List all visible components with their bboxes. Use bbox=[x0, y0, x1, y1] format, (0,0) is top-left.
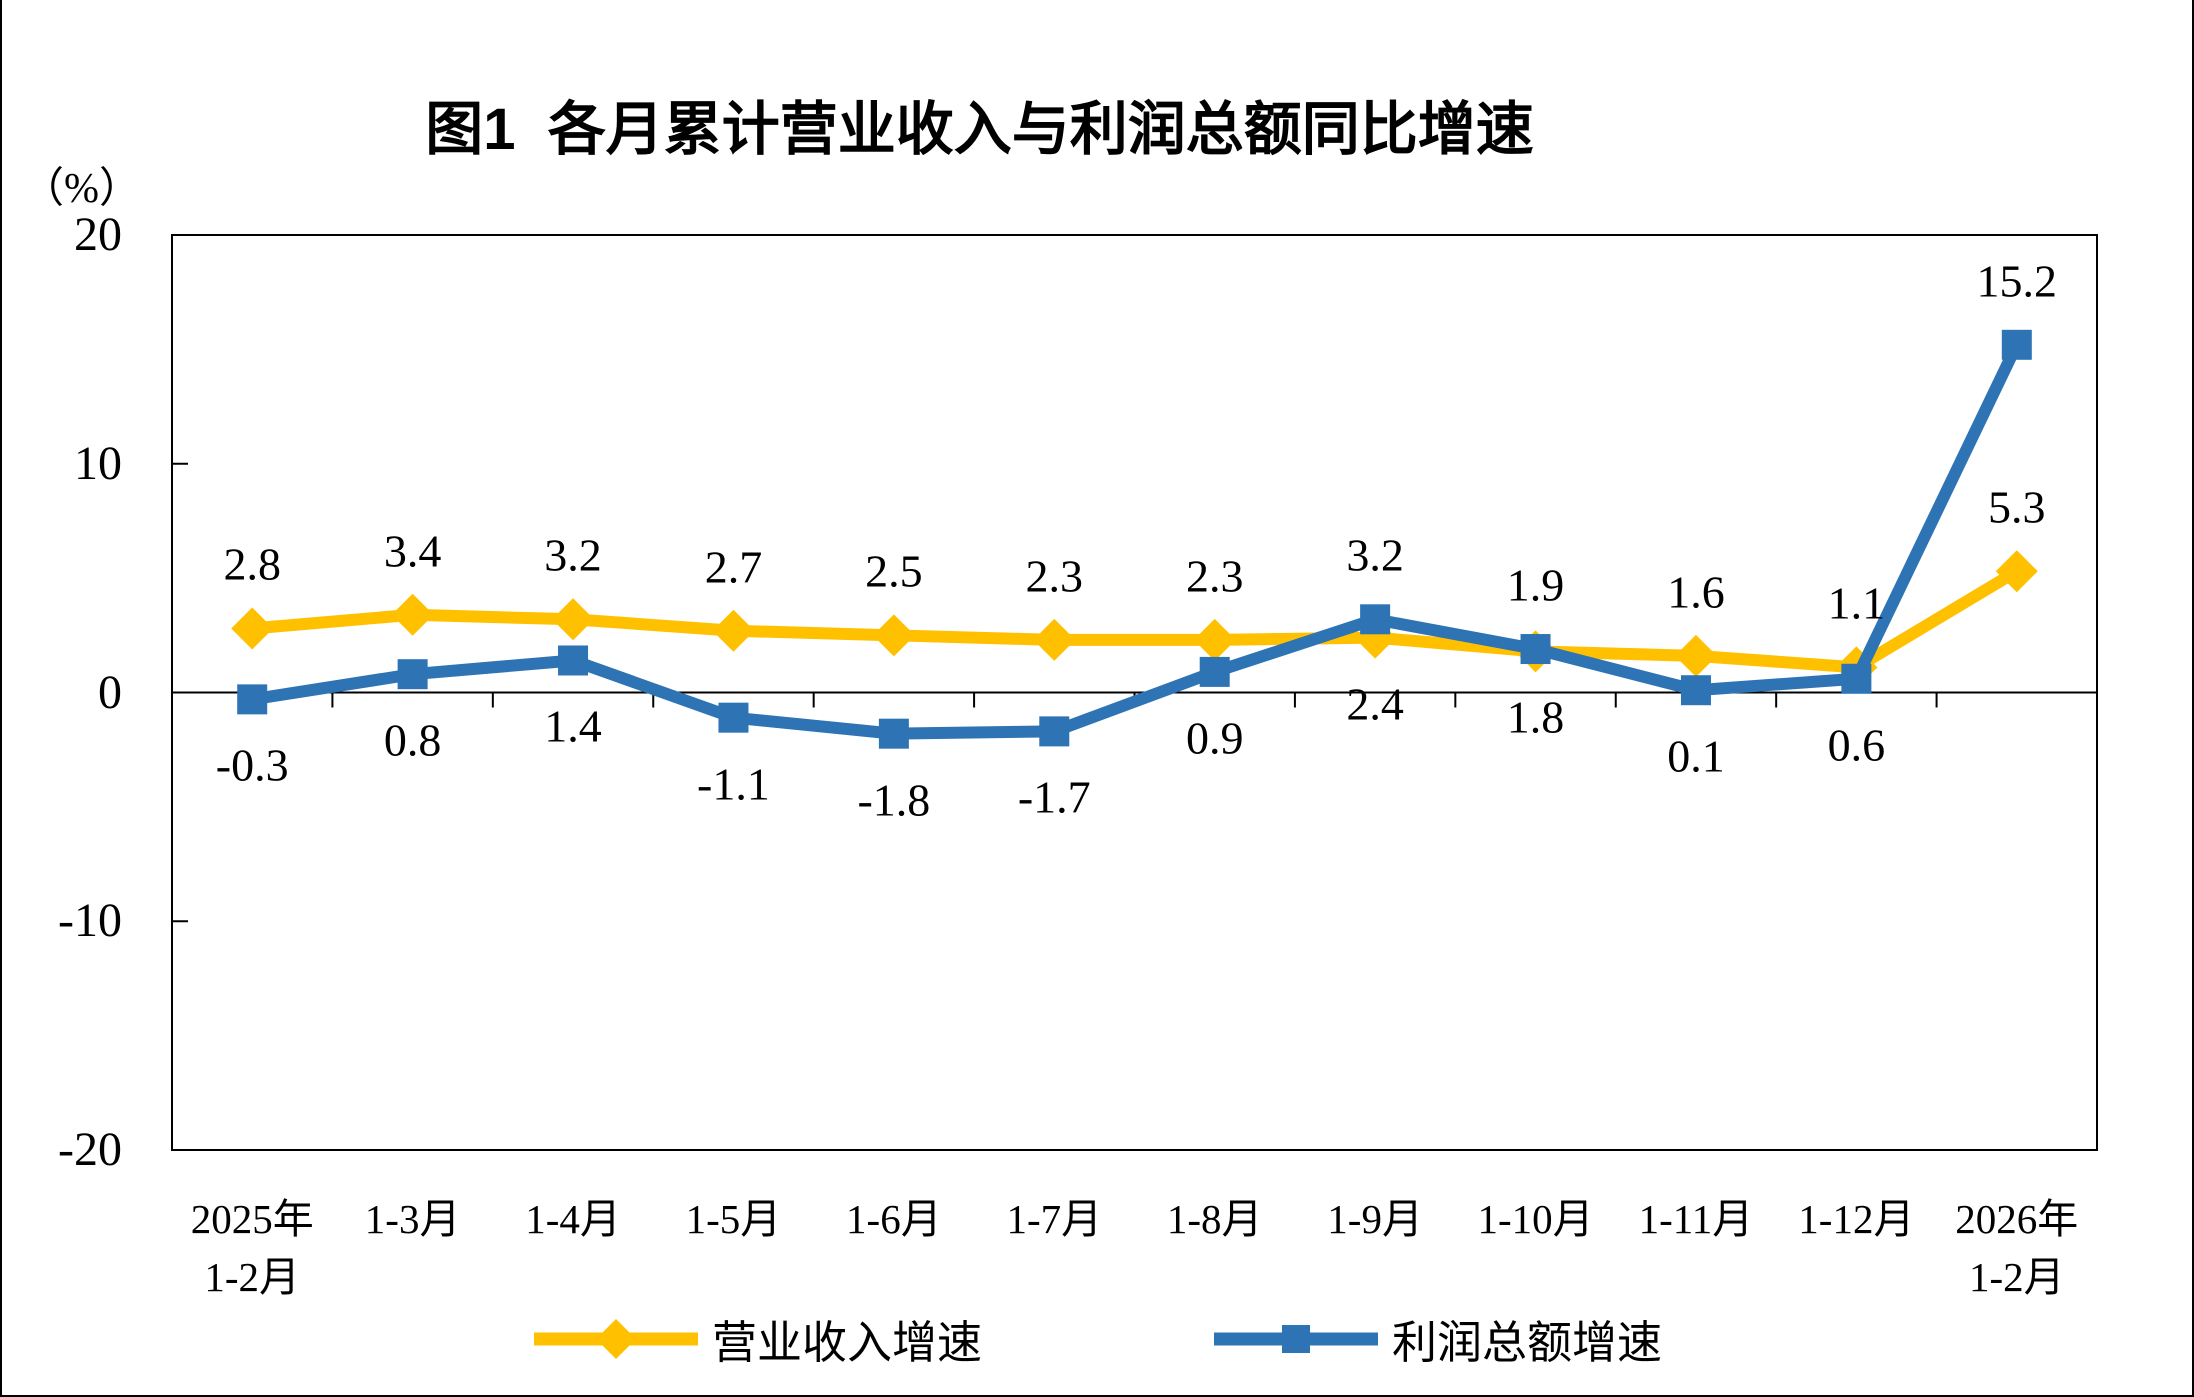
revenue-data-label: 1.6 bbox=[1667, 566, 1725, 618]
profit-data-label: 3.2 bbox=[1346, 529, 1404, 581]
revenue-data-label: 2.5 bbox=[865, 545, 923, 597]
profit-marker bbox=[1360, 604, 1391, 635]
legend-label-revenue: 营业收入增速 bbox=[711, 1317, 982, 1368]
profit-data-label: 0.9 bbox=[1185, 712, 1244, 764]
x-tick-label: 1-4月 bbox=[525, 1196, 621, 1242]
revenue-data-label: 2.3 bbox=[1185, 550, 1244, 602]
profit-data-label: -0.3 bbox=[215, 739, 289, 791]
profit-marker bbox=[397, 659, 428, 690]
profit-marker bbox=[1680, 675, 1711, 706]
x-tick-label: 1-8月 bbox=[1166, 1196, 1263, 1242]
y-tick-label: -10 bbox=[58, 894, 122, 948]
revenue-data-label: 3.2 bbox=[544, 529, 602, 581]
revenue-data-label: 2.7 bbox=[704, 541, 763, 593]
x-tick-label: 1-5月 bbox=[685, 1196, 782, 1242]
revenue-data-label: 1.1 bbox=[1827, 577, 1886, 629]
revenue-marker bbox=[552, 598, 595, 641]
legend-item-revenue: 营业收入增速 bbox=[532, 1306, 982, 1371]
profit-data-label: 0.8 bbox=[383, 714, 442, 766]
legend-label-profit: 利润总额增速 bbox=[1392, 1317, 1663, 1368]
x-tick-label: 1-3月 bbox=[364, 1196, 461, 1242]
x-tick-label: 2025年 1-2月 bbox=[190, 1196, 314, 1300]
chart-legend: 营业收入增速 利润总额增速 bbox=[2, 1306, 2192, 1371]
x-tick-label: 1-7月 bbox=[1006, 1196, 1103, 1242]
revenue-data-label: 5.3 bbox=[1988, 481, 2046, 533]
profit-marker bbox=[1039, 716, 1070, 747]
revenue-data-label: 3.4 bbox=[383, 525, 442, 577]
revenue-marker bbox=[231, 607, 274, 650]
revenue-marker bbox=[1995, 550, 2038, 593]
y-axis-unit-label: （%） bbox=[22, 166, 141, 212]
revenue-marker bbox=[1674, 634, 1717, 677]
revenue-marker bbox=[391, 593, 434, 636]
x-tick-label: 1-6月 bbox=[846, 1196, 942, 1242]
profit-data-label: 1.9 bbox=[1506, 559, 1565, 611]
profit-data-label: -1.7 bbox=[1017, 771, 1091, 823]
revenue-data-label: 2.4 bbox=[1346, 678, 1404, 730]
y-tick-label: 0 bbox=[98, 665, 122, 719]
profit-data-label: 15.2 bbox=[1976, 255, 2058, 307]
revenue-marker bbox=[1193, 618, 1236, 661]
profit-data-label: -1.8 bbox=[857, 774, 931, 826]
x-tick-label: 2026年 1-2月 bbox=[1955, 1196, 2079, 1300]
revenue-series-line bbox=[251, 566, 2020, 674]
x-tick-label: 1-11月 bbox=[1638, 1196, 1754, 1242]
revenue-marker bbox=[1033, 618, 1076, 661]
profit-marker bbox=[2001, 329, 2032, 360]
profit-marker bbox=[237, 684, 268, 715]
legend-item-profit: 利润总额增速 bbox=[1212, 1306, 1662, 1371]
x-tick-label: 1-9月 bbox=[1327, 1196, 1423, 1242]
profit-data-label: -1.1 bbox=[697, 758, 770, 810]
profit-marker bbox=[718, 702, 749, 733]
profit-marker bbox=[558, 645, 589, 676]
revenue-data-label: 2.8 bbox=[223, 538, 281, 590]
revenue-data-label: 2.3 bbox=[1025, 550, 1084, 602]
y-tick-label: 10 bbox=[74, 436, 122, 490]
profit-data-label: 0.1 bbox=[1667, 730, 1725, 782]
legend-square-marker-icon bbox=[1214, 1324, 1378, 1353]
legend-diamond-marker-icon bbox=[533, 1318, 698, 1359]
profit-data-label: 1.4 bbox=[544, 700, 602, 752]
revenue-data-label: 1.8 bbox=[1506, 691, 1565, 743]
profit-data-label: 0.6 bbox=[1827, 719, 1886, 771]
revenue-marker bbox=[872, 614, 915, 657]
profit-marker bbox=[1199, 656, 1230, 687]
profit-marker bbox=[878, 718, 909, 749]
x-tick-label: 1-12月 bbox=[1798, 1196, 1915, 1242]
y-tick-label: -20 bbox=[58, 1123, 122, 1176]
y-tick-label: 20 bbox=[74, 208, 122, 261]
x-tick-label: 1-10月 bbox=[1477, 1196, 1594, 1242]
revenue-marker bbox=[712, 609, 755, 652]
profit-series-line bbox=[251, 342, 2023, 740]
profit-marker bbox=[1841, 663, 1872, 694]
profit-marker bbox=[1520, 634, 1551, 665]
chart-title: 图1 各月累计营业收入与利润总额同比增速 bbox=[425, 97, 1534, 162]
